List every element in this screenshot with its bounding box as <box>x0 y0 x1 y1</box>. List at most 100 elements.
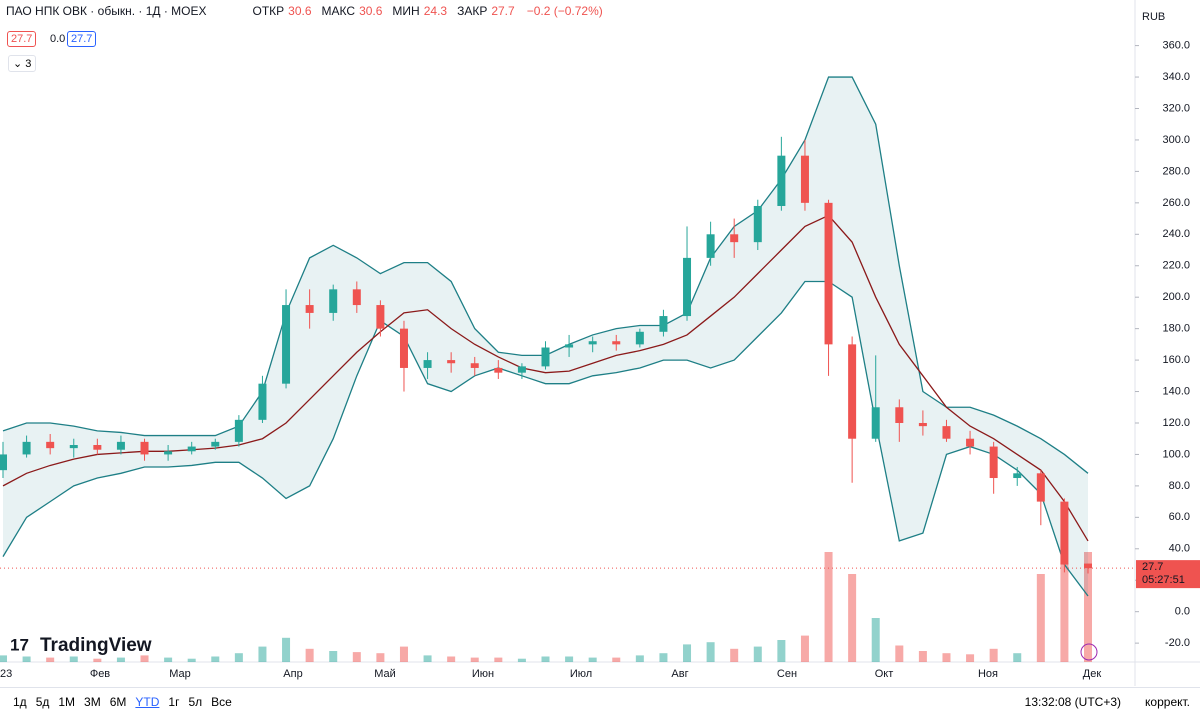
x-tick-label: Мар <box>169 668 191 680</box>
candle-body <box>1060 501 1069 565</box>
period-button[interactable]: 1д <box>13 694 27 709</box>
badge: 0.0 <box>46 31 70 47</box>
period-button[interactable]: Все <box>211 694 232 709</box>
candle-body <box>730 234 739 243</box>
volume-bar <box>824 552 833 662</box>
candle-body <box>659 316 668 332</box>
candle-body <box>966 438 975 447</box>
volume-bar <box>706 642 715 662</box>
y-tick-label: 340.0 <box>1162 71 1190 83</box>
candle-body <box>942 426 951 439</box>
volume-bar <box>447 656 456 662</box>
ohlc-label: ОТКР <box>252 4 285 18</box>
band-lower <box>2 280 1089 597</box>
volume-bar <box>46 657 55 662</box>
period-button[interactable]: YTD <box>135 694 160 709</box>
candle-body <box>376 305 385 329</box>
volume-bar <box>211 656 220 662</box>
y-tick-label: 120.0 <box>1162 417 1190 429</box>
volume-bar <box>22 656 31 662</box>
candle-body <box>517 366 526 373</box>
volume-bar <box>777 640 786 662</box>
toolbar: 1д 5д 1М 3М 6М YTD 1г 5л Все 13:32:08 (UTC+3) ко… <box>0 687 1200 715</box>
candle-body <box>895 407 904 423</box>
y-tick-label: 180.0 <box>1162 323 1190 335</box>
candle-body <box>848 344 857 439</box>
volume-bar <box>1084 552 1092 662</box>
volume-bar <box>329 651 338 662</box>
volume-bar <box>565 656 574 662</box>
y-tick-label: 300.0 <box>1162 134 1190 146</box>
candle-body <box>423 360 432 368</box>
y-tick-label: 60.0 <box>1169 511 1190 523</box>
x-tick-label: Дек <box>1083 668 1102 680</box>
period-button[interactable]: 3М <box>84 694 101 709</box>
badge: 27.7 <box>7 31 37 47</box>
volume-bar <box>0 655 7 662</box>
candle-body <box>706 234 715 258</box>
candle-body <box>69 445 78 449</box>
candle-body <box>1084 563 1092 569</box>
candle-body <box>258 383 267 420</box>
volume-bar <box>164 657 173 662</box>
candle-body <box>93 445 102 450</box>
volume-bar <box>93 658 102 662</box>
candle-body <box>211 441 220 447</box>
x-tick-label: Июл <box>570 668 592 680</box>
volume-bar <box>942 653 951 662</box>
period-button[interactable]: 5д <box>35 694 50 709</box>
volume-bar <box>69 656 78 662</box>
volume-bar <box>282 637 291 662</box>
candle-body <box>329 289 338 313</box>
candle-body <box>447 360 456 364</box>
y-tick-label: 40.0 <box>1169 543 1190 555</box>
ohlc-label: МАКС <box>321 4 356 18</box>
x-tick-label: Окт <box>875 668 894 680</box>
price-tag-countdown: 05:27:51 <box>1142 574 1185 586</box>
volume-bar <box>187 658 196 662</box>
candle-body <box>1013 473 1022 479</box>
y-tick-label: 200.0 <box>1162 291 1190 303</box>
indicators-count: 3 <box>25 58 32 70</box>
badge: 27.7 <box>67 31 97 47</box>
candle-body <box>470 363 479 368</box>
volume-bar <box>588 657 597 662</box>
period-button[interactable]: 1г <box>168 694 180 709</box>
plot <box>0 45 1139 662</box>
currency: RUB <box>1142 11 1165 23</box>
candle-body <box>164 451 173 455</box>
adjust[interactable]: коррект. <box>1145 694 1190 709</box>
ohlc-value: 27.7 <box>491 4 515 18</box>
candle-body <box>565 344 574 348</box>
y-tick-label: 280.0 <box>1162 165 1190 177</box>
volume-bar <box>895 645 904 662</box>
ohlc: ОТКР 30.6 МАКС 30.6 МИН 24.3 ЗАКР 27.7 <box>253 4 521 18</box>
volume-bar <box>800 635 809 662</box>
x-tick-label: 2023 <box>0 668 12 680</box>
candle-body <box>683 257 692 317</box>
candle-body <box>612 341 621 345</box>
period-button[interactable]: 6М <box>109 694 127 709</box>
ohlc-label: МИН <box>392 4 420 18</box>
alert-icon[interactable] <box>1080 643 1098 661</box>
candle-body <box>22 441 31 455</box>
ohlc-value: 30.6 <box>359 4 383 18</box>
y-tick-label: 160.0 <box>1162 354 1190 366</box>
volume-bar <box>848 574 857 662</box>
indicators-toggle[interactable]: ⌄ 3 <box>8 55 37 72</box>
period-button[interactable]: 5л <box>188 694 203 709</box>
x-tick-label: Май <box>374 668 396 680</box>
candle-body <box>1036 473 1045 502</box>
x-tick-label: Фев <box>90 668 110 680</box>
y-tick-label: 80.0 <box>1169 480 1190 492</box>
candle-body <box>187 446 196 452</box>
y-tick-label: 0.0 <box>1175 606 1190 618</box>
candle-body <box>116 441 125 450</box>
volume-bar <box>989 648 998 662</box>
period-button[interactable]: 1М <box>58 694 76 709</box>
candle-body <box>635 331 644 345</box>
volume-bar <box>470 657 479 662</box>
